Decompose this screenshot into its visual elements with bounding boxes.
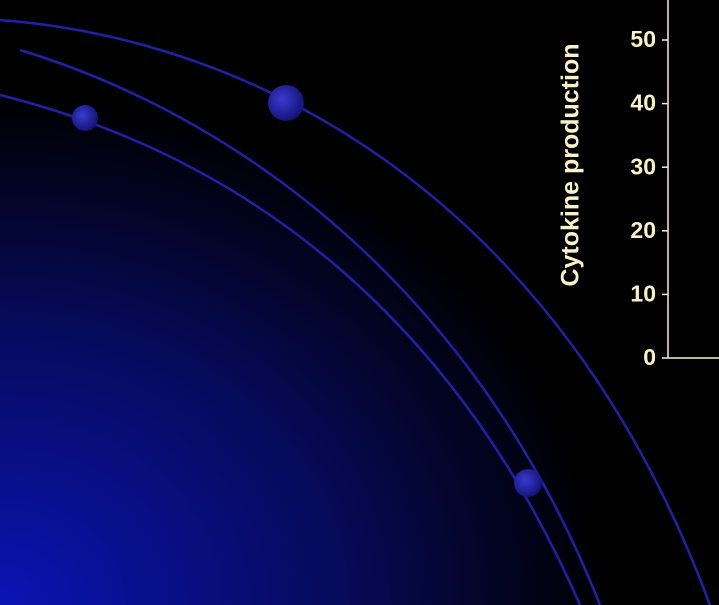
decor-ball bbox=[514, 469, 542, 497]
y-tick-label: 10 bbox=[630, 280, 656, 306]
arc bbox=[0, 18, 712, 605]
y-tick-label: 50 bbox=[630, 26, 656, 52]
y-tick-label: 30 bbox=[630, 153, 656, 179]
decor-ball bbox=[72, 105, 98, 131]
y-tick-label: 0 bbox=[643, 344, 656, 370]
y-axis-title: Cytokine production bbox=[557, 43, 585, 286]
decor-ball bbox=[268, 85, 304, 121]
y-tick-label: 40 bbox=[630, 90, 656, 116]
y-tick-label: 20 bbox=[630, 217, 656, 243]
